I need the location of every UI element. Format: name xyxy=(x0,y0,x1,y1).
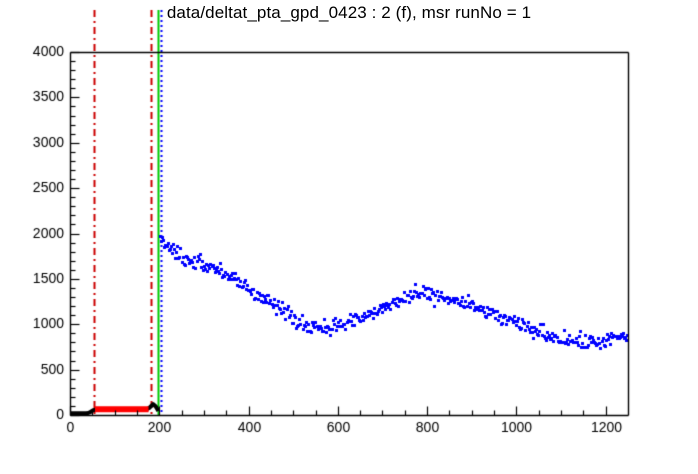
plot-drawing-area[interactable] xyxy=(0,0,698,474)
root-plot-canvas-window: data/deltat_pta_gpd_0423 : 2 (f), msr ru… xyxy=(0,0,698,474)
